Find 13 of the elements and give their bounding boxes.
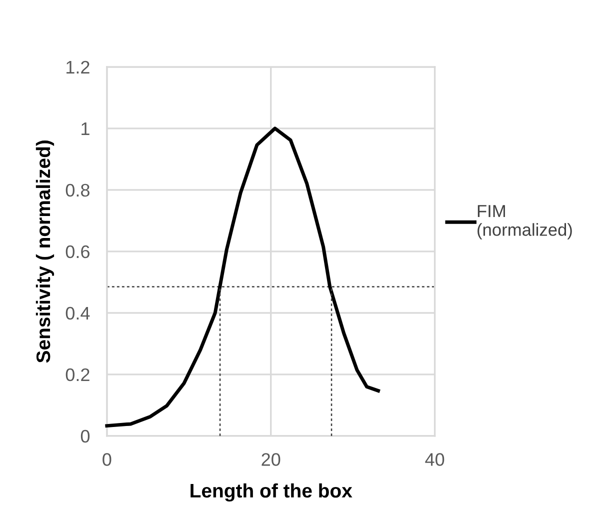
y-tick-label: 0.6 xyxy=(66,245,90,258)
x-tick-label: 20 xyxy=(262,453,280,466)
x-tick-label: 40 xyxy=(425,453,444,466)
y-axis-title: Sensitivity ( normalized) xyxy=(36,140,54,363)
y-tick-label: 0.2 xyxy=(66,368,90,382)
y-tick-label: 0.8 xyxy=(66,184,90,197)
y-tick-label: 0.4 xyxy=(66,306,90,320)
x-tick-label: 0 xyxy=(102,453,112,466)
legend-label: FIM (normalized) xyxy=(478,205,572,240)
x-axis-title: Length of the box xyxy=(190,483,352,502)
y-tick-label: 1 xyxy=(82,122,90,135)
y-tick-label: 0 xyxy=(80,430,90,443)
y-tick-label: 1.2 xyxy=(66,60,90,74)
